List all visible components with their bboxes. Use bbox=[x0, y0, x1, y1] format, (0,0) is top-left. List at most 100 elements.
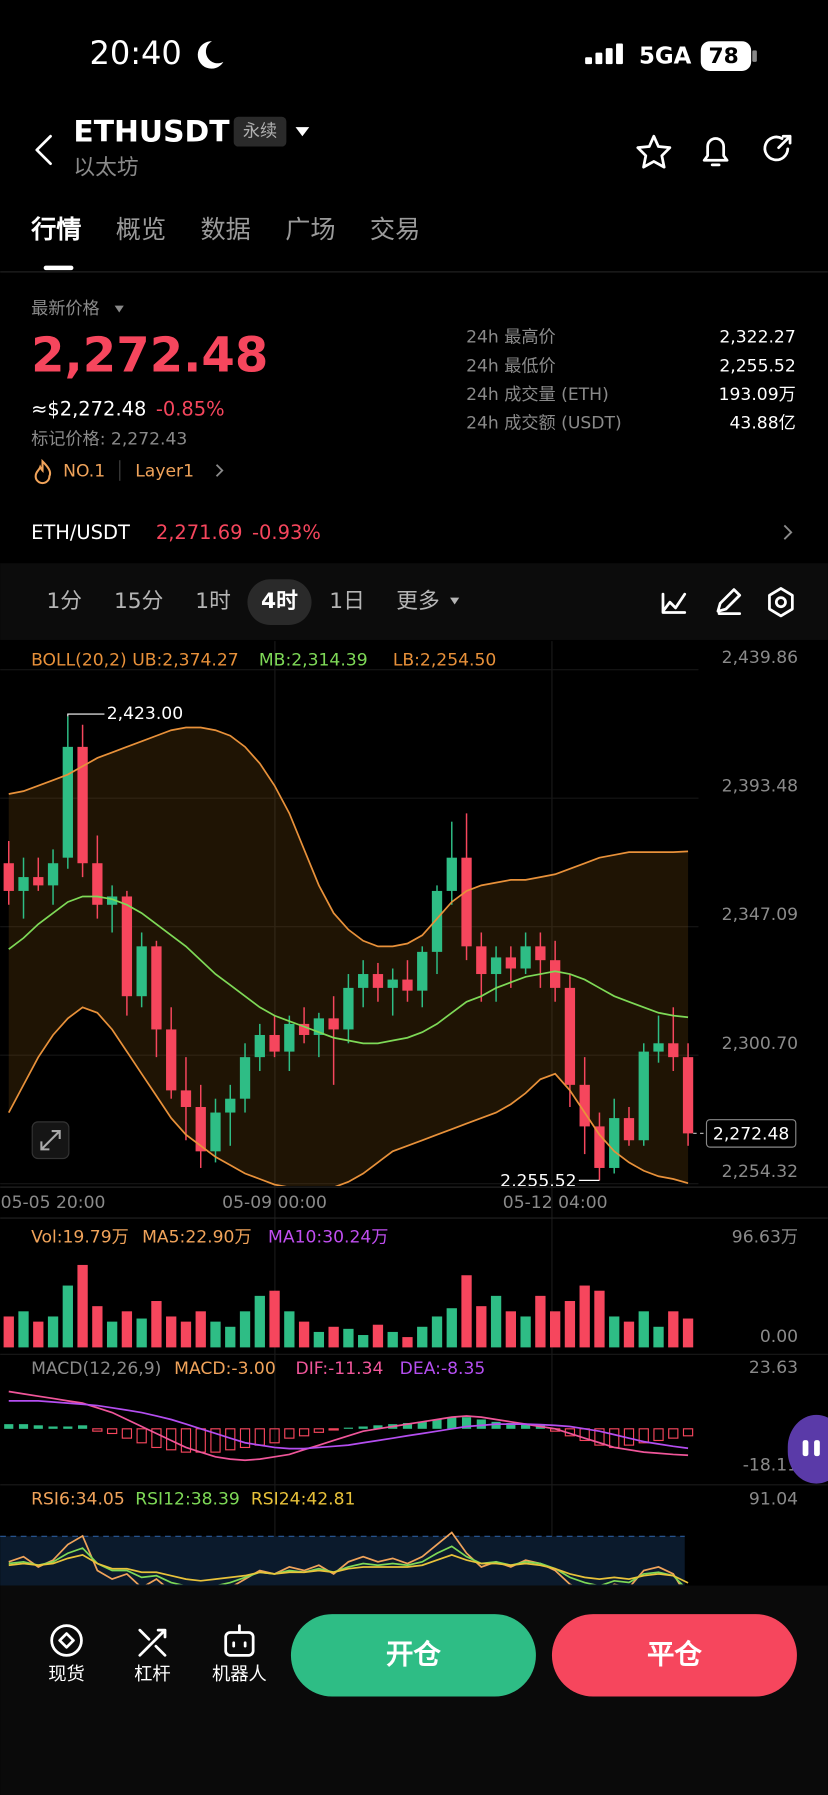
separator bbox=[119, 460, 121, 481]
legend-entry: RSI24:42.81 bbox=[251, 1490, 356, 1510]
candle-body bbox=[623, 1118, 635, 1141]
legend-entry: LB:2,254.50 bbox=[393, 651, 497, 671]
settings-button[interactable] bbox=[768, 587, 794, 618]
interval[interactable]: 1分 bbox=[46, 589, 82, 614]
macd-bar bbox=[298, 1428, 310, 1437]
close-button[interactable] bbox=[551, 1614, 797, 1697]
volume-bar bbox=[579, 1285, 590, 1348]
volume-bar bbox=[298, 1321, 310, 1348]
candle-body bbox=[284, 1023, 295, 1052]
draw-button[interactable] bbox=[716, 588, 742, 615]
tab[interactable]: 行情 bbox=[30, 215, 81, 244]
candle-body bbox=[431, 890, 443, 952]
macd-bar bbox=[136, 1428, 147, 1444]
expand-icon bbox=[40, 1130, 61, 1151]
sector-link[interactable] bbox=[215, 464, 224, 477]
candle-body bbox=[239, 1057, 251, 1099]
volume-bar bbox=[284, 1311, 295, 1348]
candle-body bbox=[254, 1034, 265, 1058]
usd-price: ≈$2,272.48 bbox=[31, 397, 146, 420]
share-button[interactable] bbox=[763, 134, 792, 162]
macd-bar bbox=[180, 1428, 192, 1453]
spot-icon-inner bbox=[58, 1632, 75, 1649]
candle-body bbox=[505, 957, 516, 969]
settings-dot bbox=[774, 596, 787, 609]
macd-bar bbox=[461, 1417, 472, 1429]
legend-entry: BOLL(20,2) UB:2,374.27 bbox=[31, 651, 239, 671]
battery bbox=[700, 41, 752, 71]
bot-icon-detail bbox=[232, 1624, 247, 1648]
spot-link[interactable] bbox=[783, 524, 793, 540]
interval[interactable]: 4时 bbox=[261, 589, 298, 614]
candle-body bbox=[47, 863, 59, 886]
volume-bar bbox=[490, 1295, 502, 1348]
macd-bar bbox=[653, 1428, 664, 1442]
alert-button[interactable] bbox=[702, 137, 729, 167]
legend-entry: Vol:19.79万 bbox=[31, 1227, 129, 1247]
macd-bar bbox=[594, 1428, 605, 1446]
candle-body bbox=[195, 1107, 206, 1152]
interval[interactable]: 15分 bbox=[114, 589, 163, 614]
legend-entry: RSI12:38.39 bbox=[135, 1490, 240, 1510]
stat-label: 24h 最高价 bbox=[466, 328, 556, 348]
x-tick-label: 05-09 00:00 bbox=[222, 1193, 327, 1213]
high-pointer bbox=[67, 713, 105, 717]
volume-bar bbox=[92, 1306, 103, 1348]
rank: NO.1 bbox=[63, 462, 105, 482]
tab[interactable]: 数据 bbox=[201, 215, 251, 244]
indicator-button[interactable] bbox=[661, 592, 687, 614]
close-label: 平仓 bbox=[647, 1639, 702, 1670]
favorite-button[interactable] bbox=[636, 134, 672, 169]
spot-pair[interactable]: ETH/USDT bbox=[31, 521, 130, 544]
candle-body bbox=[579, 1084, 590, 1127]
spot-icon[interactable] bbox=[50, 1624, 83, 1657]
change: -0.85% bbox=[156, 397, 225, 420]
action-label[interactable]: 现货 bbox=[48, 1664, 85, 1685]
price-dropdown[interactable] bbox=[114, 305, 124, 313]
stat-value: 2,322.27 bbox=[719, 328, 795, 348]
tag-bg bbox=[233, 116, 287, 147]
last-price-label: 2,272.48 bbox=[713, 1125, 789, 1145]
intervals: 1分 15分 1时 4时 1日 更多 bbox=[46, 589, 439, 614]
interval[interactable]: 1日 bbox=[329, 589, 365, 614]
interval[interactable]: 更多 bbox=[396, 589, 440, 614]
tab[interactable]: 广场 bbox=[285, 215, 335, 244]
macd-bar bbox=[121, 1428, 133, 1439]
spot-price: 2,271.69 bbox=[156, 521, 243, 544]
candle-body bbox=[549, 960, 561, 988]
volume-bar bbox=[535, 1295, 546, 1348]
interval[interactable]: 1时 bbox=[195, 589, 231, 614]
volume-bar bbox=[136, 1318, 147, 1348]
legend-entry: DIF:-11.34 bbox=[296, 1359, 384, 1379]
candle-body bbox=[151, 946, 162, 1030]
legend-entry: MB:2,314.39 bbox=[259, 651, 368, 671]
macd-bar bbox=[78, 1425, 88, 1429]
candle-body bbox=[682, 1057, 694, 1134]
candle-body bbox=[372, 974, 384, 988]
candle-body bbox=[106, 896, 118, 905]
tab[interactable]: 概览 bbox=[116, 215, 166, 244]
network: 5GA bbox=[639, 44, 692, 70]
open-button[interactable] bbox=[290, 1614, 536, 1697]
volume-bar bbox=[564, 1301, 576, 1348]
volume-bar bbox=[520, 1316, 531, 1348]
tab[interactable]: 交易 bbox=[370, 215, 420, 244]
back-button[interactable] bbox=[35, 134, 52, 166]
volume-bar bbox=[328, 1326, 339, 1348]
action-label[interactable]: 机器人 bbox=[212, 1664, 267, 1685]
high-label: 2,423.00 bbox=[107, 704, 183, 724]
candle-body bbox=[461, 857, 472, 947]
volume-bar bbox=[446, 1308, 457, 1348]
action-label[interactable]: 杠杆 bbox=[134, 1664, 171, 1685]
candle-body bbox=[594, 1126, 605, 1168]
macd-bar bbox=[4, 1424, 14, 1429]
macd-bar bbox=[166, 1428, 177, 1451]
margin-icon[interactable] bbox=[138, 1628, 167, 1657]
candle-body bbox=[476, 946, 487, 975]
volume-bar bbox=[210, 1321, 221, 1348]
candle-body bbox=[3, 863, 14, 891]
stats: 24h 最高价 2,322.27 24h 最低价 2,255.52 24h 成交… bbox=[466, 328, 796, 434]
symbol-dropdown[interactable] bbox=[295, 127, 310, 137]
more-dropdown[interactable] bbox=[450, 597, 460, 605]
